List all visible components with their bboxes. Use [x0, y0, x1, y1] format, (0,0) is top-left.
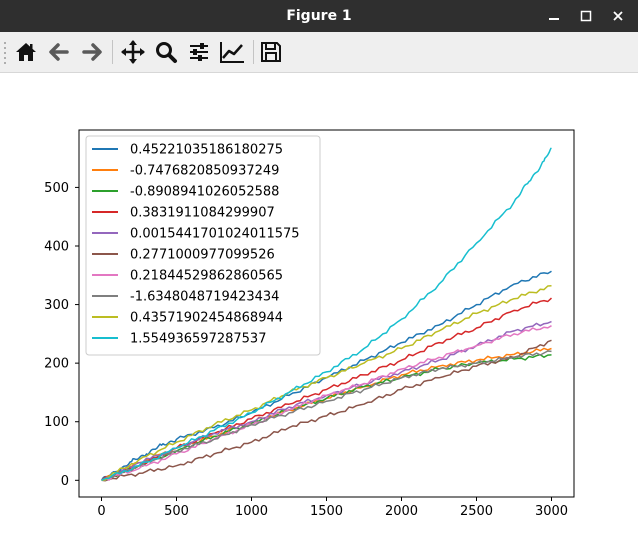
legend-label: 0.3831911084299907 [130, 206, 275, 221]
minimize-button[interactable] [539, 0, 569, 32]
zoom-button[interactable] [150, 36, 182, 68]
edit-axes-icon [220, 42, 244, 63]
save-icon [261, 42, 281, 62]
subplots-icon [190, 43, 208, 61]
y-tick-label: 500 [44, 181, 69, 196]
x-tick-label: 500 [164, 504, 189, 519]
forward-button[interactable] [76, 36, 108, 68]
maximize-icon [580, 10, 592, 22]
legend-label: 0.2771000977099526 [130, 248, 275, 263]
toolbar-separator [253, 40, 254, 64]
legend-label: -0.8908941026052588 [130, 185, 279, 200]
legend-label: 1.554936597287537 [130, 332, 266, 347]
back-icon [49, 43, 69, 61]
legend-label: 0.21844529862860565 [130, 269, 283, 284]
back-button[interactable] [43, 36, 75, 68]
series-line [101, 325, 552, 481]
y-tick-label: 100 [44, 415, 69, 430]
x-tick-label: 1500 [310, 504, 343, 519]
close-icon [613, 11, 623, 21]
title-bar: Figure 1 [0, 0, 638, 32]
minimize-icon [549, 18, 559, 20]
zoom-icon [156, 42, 177, 63]
pan-icon [121, 40, 145, 64]
legend-label: -0.7476820850937249 [130, 164, 279, 179]
home-button[interactable] [10, 36, 42, 68]
close-button[interactable] [603, 0, 633, 32]
window-title: Figure 1 [286, 8, 352, 24]
toolbar-grip-icon[interactable] [3, 40, 7, 64]
pan-button[interactable] [117, 36, 149, 68]
x-tick-label: 3000 [535, 504, 568, 519]
save-button[interactable] [255, 36, 287, 68]
toolbar-separator [112, 40, 113, 64]
y-tick-label: 400 [44, 239, 69, 254]
maximize-button[interactable] [571, 0, 601, 32]
figure-canvas[interactable]: 0 500 1000 1500 2000 2500 3000 0 100 200 300 400 500… [0, 73, 638, 551]
series-line [100, 270, 552, 481]
subplots-button[interactable] [183, 36, 215, 68]
legend-label: -1.6348048719423434 [130, 290, 279, 305]
legend-label: 0.43571902454868944 [130, 311, 283, 326]
home-icon [16, 43, 36, 61]
series-line [101, 339, 552, 482]
y-tick-label: 300 [44, 298, 69, 313]
line-chart: 0 500 1000 1500 2000 2500 3000 0 100 200 300 400 500… [44, 129, 575, 519]
toolbar [0, 32, 638, 73]
y-tick-label: 200 [44, 357, 69, 372]
y-tick-label: 0 [61, 474, 69, 489]
series-line [101, 350, 552, 482]
x-tick-label: 0 [97, 504, 105, 519]
legend-label: 0.0015441701024011575 [130, 227, 300, 242]
x-tick-label: 2500 [460, 504, 493, 519]
legend-label: 0.45221035186180275 [130, 143, 283, 158]
x-tick-label: 1000 [235, 504, 268, 519]
legend-box [85, 135, 321, 356]
series-line [101, 285, 552, 482]
forward-icon [82, 43, 102, 61]
customize-button[interactable] [216, 36, 248, 68]
series-line [101, 147, 552, 481]
x-tick-label: 2000 [385, 504, 418, 519]
